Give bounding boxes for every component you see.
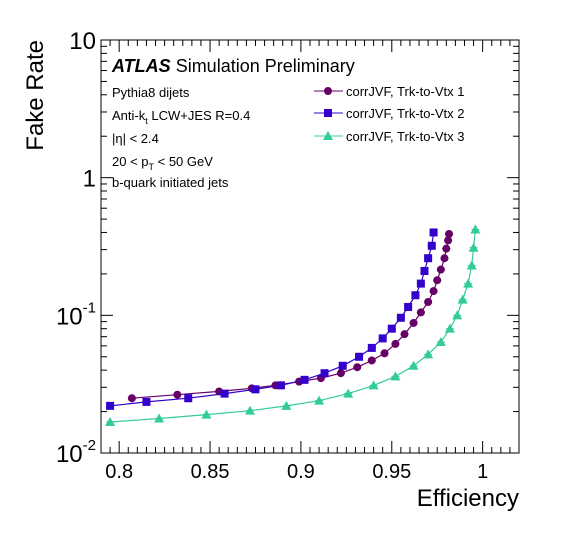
legend-marker-2: [324, 109, 332, 117]
x-axis-label: Efficiency: [417, 485, 519, 512]
data-point: [452, 310, 463, 320]
data-point: [378, 334, 387, 343]
data-point: [466, 260, 477, 270]
info-pt-range-pre: 20 < p: [112, 154, 149, 169]
data-point: [380, 349, 389, 358]
legend-label-3: corrJVF, Trk-to-Vtx 3: [346, 129, 464, 144]
data-point: [300, 375, 309, 384]
data-point: [427, 241, 436, 250]
data-point: [353, 363, 362, 372]
data-point: [396, 313, 405, 322]
data-point: [470, 224, 481, 234]
data-point: [390, 371, 401, 381]
y-tick-label: 10-2: [56, 437, 96, 468]
data-point: [424, 297, 433, 306]
y-tick-label: 10: [69, 28, 96, 55]
info-pt-range: 20 < pT < 50 GeV: [112, 154, 213, 172]
y-tick-label: 1: [83, 166, 96, 193]
data-point: [106, 401, 115, 410]
data-point: [435, 337, 446, 347]
series-2: [106, 228, 438, 410]
info-jet-algorithm-sub: t: [145, 116, 148, 126]
data-point: [442, 244, 451, 253]
data-point: [440, 254, 449, 263]
data-point: [251, 385, 260, 394]
data-point: [436, 265, 445, 274]
x-tick-label: 1: [477, 461, 488, 483]
info-pt-range-post: < 50 GeV: [154, 154, 213, 169]
x-tick-label: 0.8: [105, 461, 133, 483]
series-1: [127, 229, 454, 403]
x-tick-label: 0.9: [287, 461, 315, 483]
data-point: [391, 339, 400, 348]
data-point: [423, 349, 434, 359]
info-pt-range-sub: T: [149, 162, 155, 172]
data-point: [463, 278, 474, 288]
info-jet-algorithm: Anti-kt LCW+JES R=0.4: [112, 108, 250, 126]
atlas-label-bold: ATLAS: [111, 56, 171, 76]
data-point: [367, 356, 376, 365]
data-point: [355, 352, 364, 361]
legend-marker-1: [324, 87, 332, 95]
atlas-label: ATLAS Simulation Preliminary: [111, 56, 355, 76]
data-point: [433, 276, 442, 285]
legend-label-2: corrJVF, Trk-to-Vtx 2: [346, 106, 464, 121]
data-point: [105, 416, 116, 426]
data-point: [245, 405, 256, 415]
data-point: [276, 381, 285, 390]
data-point: [127, 394, 136, 403]
data-point: [338, 361, 347, 370]
data-point: [367, 343, 376, 352]
data-point: [320, 369, 329, 378]
data-point: [387, 324, 396, 333]
y-tick-label: 10-1: [56, 299, 96, 330]
data-point: [201, 409, 212, 419]
data-point: [400, 330, 409, 339]
data-point: [411, 291, 420, 300]
data-point: [314, 395, 325, 405]
info-jet-flavour: b-quark initiated jets: [112, 175, 229, 190]
data-point: [368, 380, 379, 390]
data-point: [336, 369, 345, 378]
data-point: [429, 228, 438, 237]
data-point: [184, 394, 193, 403]
data-point: [154, 413, 165, 423]
info-jet-algorithm-post: LCW+JES R=0.4: [148, 108, 251, 123]
data-point: [220, 389, 229, 398]
y-axis-label: Fake Rate: [22, 40, 49, 151]
data-point: [173, 390, 182, 399]
data-point: [409, 318, 418, 327]
data-point: [404, 302, 413, 311]
series-3: [105, 224, 481, 426]
data-point: [281, 400, 292, 410]
data-point: [445, 229, 454, 238]
ticks-layer: 0.8 0.85 0.9 0.95 1 10 1 10-1 10-2: [56, 28, 519, 483]
data-point: [343, 388, 354, 398]
legend: corrJVF, Trk-to-Vtx 1 corrJVF, Trk-to-Vt…: [314, 84, 464, 144]
x-tick-label: 0.95: [372, 461, 411, 483]
data-point: [142, 397, 151, 406]
data-point: [444, 323, 455, 333]
series-layer: [105, 224, 481, 426]
data-point: [416, 308, 425, 317]
data-point: [429, 287, 438, 296]
info-eta-cut: |η| < 2.4: [112, 131, 159, 146]
data-point: [468, 242, 479, 252]
data-point: [416, 279, 425, 288]
info-jet-algorithm-pre: Anti-k: [112, 108, 146, 123]
legend-marker-3: [323, 131, 333, 140]
x-tick-label: 0.85: [191, 461, 230, 483]
data-point: [424, 254, 433, 263]
data-point: [408, 360, 419, 370]
data-point: [457, 294, 468, 304]
data-point: [420, 266, 429, 275]
atlas-label-suffix: Simulation Preliminary: [176, 56, 355, 76]
legend-label-1: corrJVF, Trk-to-Vtx 1: [346, 84, 464, 99]
data-point: [444, 236, 453, 245]
info-generator: Pythia8 dijets: [112, 85, 190, 100]
